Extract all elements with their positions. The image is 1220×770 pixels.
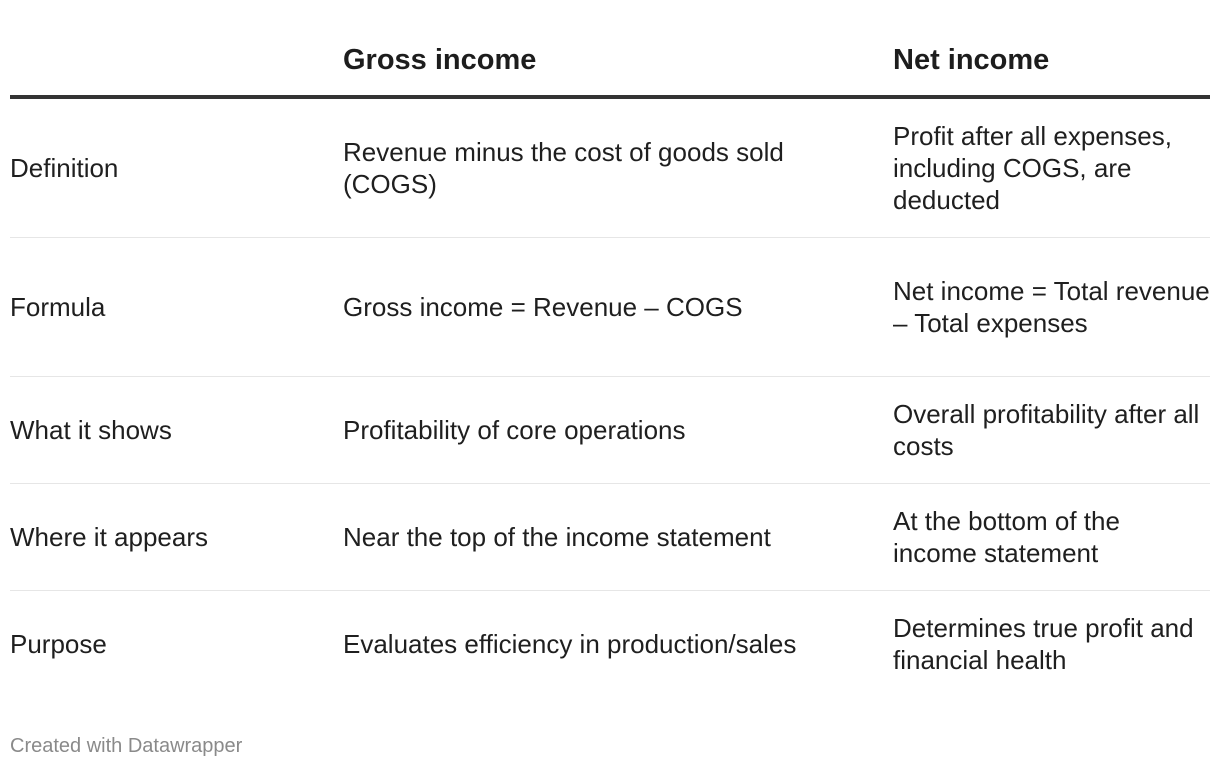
table-row-where-it-appears: Where it appears Near the top of the inc… <box>10 483 1210 591</box>
row-label: Definition <box>10 97 343 238</box>
net-income-cell: Overall profitability after all costs <box>893 376 1210 484</box>
header-net-income: Net income <box>893 0 1210 99</box>
net-income-cell: Determines true profit and financial hea… <box>893 613 1194 675</box>
row-label: Where it appears <box>10 483 343 591</box>
comparison-table-chart: Gross income Net income Definition Reven… <box>10 0 1210 697</box>
gross-income-cell: Gross income = Revenue – COGS <box>343 237 893 377</box>
row-label: What it shows <box>10 376 343 484</box>
comparison-table: Gross income Net income Definition Reven… <box>10 0 1210 697</box>
gross-income-cell: Near the top of the income statement <box>343 483 893 591</box>
gross-income-cell: Evaluates efficiency in production/sales <box>343 629 797 659</box>
table-row-formula: Formula Gross income = Revenue – COGS Ne… <box>10 237 1210 377</box>
net-income-cell: At the bottom of the income statement <box>893 483 1210 591</box>
net-income-cell: Net income = Total revenue – Total expen… <box>893 237 1210 377</box>
table-header-row: Gross income Net income <box>10 0 1210 99</box>
gross-income-cell: Revenue minus the cost of goods sold (CO… <box>343 97 893 238</box>
row-label: Formula <box>10 237 343 377</box>
datawrapper-credit: Created with Datawrapper <box>10 735 243 757</box>
row-label: Purpose <box>10 629 107 659</box>
table-row-purpose: Purpose Evaluates efficiency in producti… <box>10 591 1210 698</box>
header-gross-income: Gross income <box>343 0 893 99</box>
header-label-column <box>10 0 343 99</box>
table-row-definition: Definition Revenue minus the cost of goo… <box>10 97 1210 238</box>
table-row-what-it-shows: What it shows Profitability of core oper… <box>10 376 1210 484</box>
net-income-cell: Profit after all expenses, including COG… <box>893 97 1210 238</box>
gross-income-cell: Profitability of core operations <box>343 376 893 484</box>
